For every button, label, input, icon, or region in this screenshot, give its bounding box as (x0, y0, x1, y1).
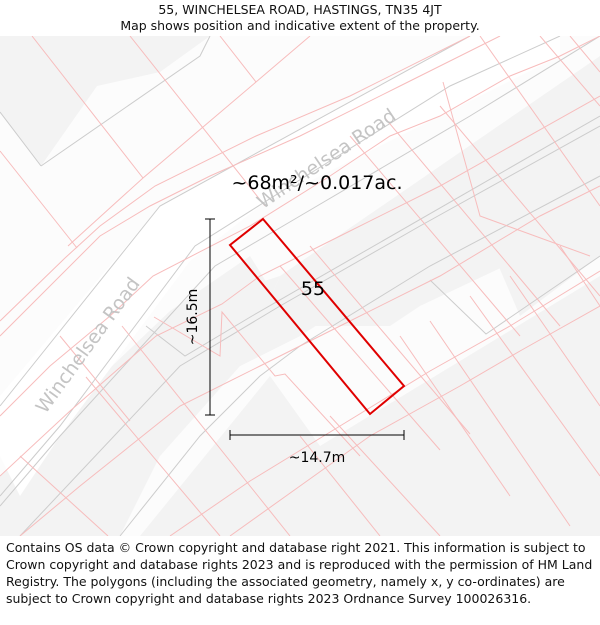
area-label: ~68m²/~0.017ac. (231, 172, 402, 194)
property-number-label: 55 (301, 278, 325, 300)
horizontal-dimension (229, 430, 405, 440)
parcel-boundaries (0, 36, 600, 536)
vertical-dimension-label: ~16.5m (185, 289, 201, 346)
map-canvas[interactable]: Winchelsea Road Winchelsea Road 55 ~68m²… (0, 36, 600, 536)
property-outline[interactable] (228, 217, 406, 416)
attribution-footer: Contains OS data © Crown copyright and d… (6, 540, 593, 606)
building-blocks (0, 36, 600, 536)
vertical-dimension (205, 218, 215, 416)
property-address: 55, WINCHELSEA ROAD, HASTINGS, TN35 4JT (158, 2, 442, 17)
map-subtitle: Map shows position and indicative extent… (120, 18, 480, 33)
map-header: 55, WINCHELSEA ROAD, HASTINGS, TN35 4JT … (0, 0, 600, 38)
horizontal-dimension-label: ~14.7m (289, 450, 346, 466)
